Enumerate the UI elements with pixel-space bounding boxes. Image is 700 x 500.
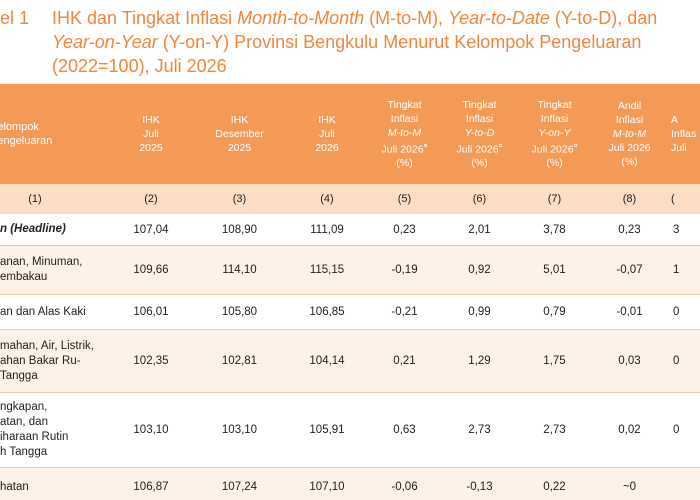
table-row: an dan Alas Kaki 106,01 105,80 106,85 -0… (0, 294, 700, 330)
cell-ihk-des25: 102,81 (192, 329, 287, 393)
cell-ytd: -0,13 (442, 467, 517, 500)
colnum-7: (7) (517, 184, 592, 214)
row-name: n (Headline) (0, 214, 110, 246)
title-line-2: Year-on-Year (Y-on-Y) Provinsi Bengkulu … (52, 32, 642, 52)
cell-ytd: 0,99 (442, 294, 517, 330)
cell-ytd: 2,73 (442, 392, 517, 468)
title-line-1: IHK dan Tingkat Inflasi Month-to-Month (… (52, 8, 658, 28)
header-ihk-jul-2026: IHK Juli 2026 (287, 84, 367, 184)
cell-last: 3 (667, 214, 700, 246)
cell-ihk-jul26: 111,09 (287, 214, 367, 246)
cell-ihk-des25: 103,10 (192, 392, 287, 468)
cell-last: 0 (667, 329, 700, 393)
table-row: hatan 106,87 107,24 107,10 -0,06 -0,13 0… (0, 467, 700, 500)
cell-ihk-jul25: 107,04 (110, 214, 192, 246)
colnum-5: (5) (367, 184, 442, 214)
cell-yoy: 3,78 (517, 214, 592, 246)
cell-andil: -0,01 (592, 294, 667, 330)
table-row: n (Headline) 107,04 108,90 111,09 0,23 2… (0, 214, 700, 246)
header-ihk-jul-2025: IHK Juli 2025 (110, 84, 192, 184)
colnum-4: (4) (287, 184, 367, 214)
table-title: el 1 IHK dan Tingkat Inflasi Month-to-Mo… (0, 6, 700, 84)
colnum-3: (3) (192, 184, 287, 214)
header-andil-mtm: Andil Inflasi M-to-M Juli 2026 (%) (592, 84, 667, 184)
row-name: ngkapan, atan, dan iharaan Rutin h Tangga (0, 392, 110, 468)
cell-ihk-jul26: 115,15 (287, 245, 367, 295)
header-inflasi-mtm: Tingkat Inflasi M-to-M Juli 2026¤ (%) (367, 84, 442, 184)
row-name: hatan (0, 467, 110, 500)
row-name: mahan, Air, Listrik, ahan Bakar Ru- Tangga (0, 329, 110, 393)
cell-ihk-jul26: 105,91 (287, 392, 367, 468)
cell-ihk-jul25: 102,35 (110, 329, 192, 393)
cell-ihk-jul25: 109,66 (110, 245, 192, 295)
cell-last: 0 (667, 294, 700, 330)
cell-mtm: 0,23 (367, 214, 442, 246)
cell-ihk-des25: 114,10 (192, 245, 287, 295)
cell-ihk-des25: 107,24 (192, 467, 287, 500)
table-row: anan, Minuman, embakau 109,66 114,10 115,… (0, 245, 700, 295)
cell-yoy: 1,75 (517, 329, 592, 393)
colnum-9: ( (667, 184, 700, 214)
cell-ytd: 2,01 (442, 214, 517, 246)
cell-last (667, 467, 700, 500)
cell-mtm: 0,21 (367, 329, 442, 393)
cell-yoy: 0,79 (517, 294, 592, 330)
header-ihk-des-2025: IHK Desember 2025 (192, 84, 287, 184)
table-label: el 1 (0, 8, 30, 28)
column-number-row: (1) (2) (3) (4) (5) (6) (7) (8) ( (0, 184, 700, 214)
colnum-1: (1) (0, 184, 110, 214)
cell-mtm: -0,21 (367, 294, 442, 330)
cell-ihk-des25: 108,90 (192, 214, 287, 246)
cell-andil: 0,03 (592, 329, 667, 393)
cell-andil: 0,23 (592, 214, 667, 246)
colnum-6: (6) (442, 184, 517, 214)
cell-mtm: 0,63 (367, 392, 442, 468)
title-line-3: (2022=100), Juli 2026 (52, 56, 227, 76)
cell-ihk-jul25: 103,10 (110, 392, 192, 468)
cell-yoy: 5,01 (517, 245, 592, 295)
cell-andil: 0,02 (592, 392, 667, 468)
cell-mtm: -0,06 (367, 467, 442, 500)
cell-mtm: -0,19 (367, 245, 442, 295)
cell-ihk-jul26: 104,14 (287, 329, 367, 393)
table-row: ngkapan, atan, dan iharaan Rutin h Tangga 1… (0, 392, 700, 468)
cell-ihk-jul25: 106,01 (110, 294, 192, 330)
cell-andil: -0,07 (592, 245, 667, 295)
cell-yoy: 2,73 (517, 392, 592, 468)
header-inflasi-ytd: Tingkat Inflasi Y-to-D Juli 2026¤ (%) (442, 84, 517, 184)
cell-ihk-des25: 105,80 (192, 294, 287, 330)
cell-ihk-jul26: 106,85 (287, 294, 367, 330)
cell-yoy: 0,22 (517, 467, 592, 500)
colnum-2: (2) (110, 184, 192, 214)
cell-last: 0 (667, 392, 700, 468)
cell-ihk-jul25: 106,87 (110, 467, 192, 500)
cell-ytd: 1,29 (442, 329, 517, 393)
row-name: anan, Minuman, embakau (0, 245, 110, 295)
cell-ytd: 0,92 (442, 245, 517, 295)
table-row: mahan, Air, Listrik, ahan Bakar Ru- Tangga… (0, 329, 700, 393)
header-andil-cut: A Inflas Juli (667, 84, 700, 184)
cell-andil: ~0 (592, 467, 667, 500)
header-inflasi-yoy: Tingkat Inflasi Y-on-Y Juli 2026¤ (%) (517, 84, 592, 184)
cell-last: 1 (667, 245, 700, 295)
cell-ihk-jul26: 107,10 (287, 467, 367, 500)
row-name: an dan Alas Kaki (0, 294, 110, 330)
colnum-8: (8) (592, 184, 667, 214)
